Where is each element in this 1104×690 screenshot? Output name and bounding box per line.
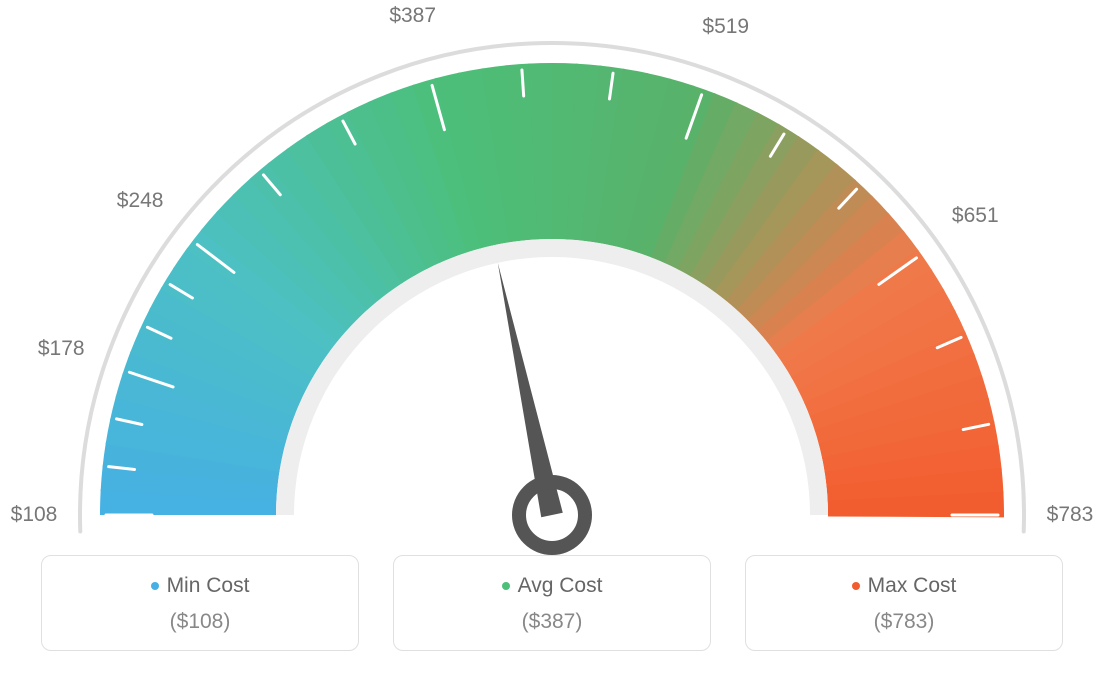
tick-label: $651: [952, 204, 999, 228]
legend-value-min: ($108): [52, 610, 348, 634]
dot-max-icon: [852, 582, 860, 590]
tick-label: $248: [117, 189, 164, 213]
legend-title-min: Min Cost: [151, 574, 250, 598]
legend-value-max: ($783): [756, 610, 1052, 634]
tick-label: $783: [1047, 503, 1094, 527]
gauge-arc: [100, 63, 1004, 517]
legend-card-min: Min Cost ($108): [41, 555, 359, 651]
legend-title-max: Max Cost: [852, 574, 957, 598]
dot-min-icon: [151, 582, 159, 590]
legend-title-min-text: Min Cost: [167, 574, 250, 598]
legend-title-avg: Avg Cost: [502, 574, 603, 598]
legend-card-avg: Avg Cost ($387): [393, 555, 711, 651]
legend-card-max: Max Cost ($783): [745, 555, 1063, 651]
gauge-chart-wrapper: $108 $178 $248 $387 $519 $651 $783 Min Cost ($…: [0, 0, 1104, 690]
tick-label: $387: [389, 4, 436, 28]
legend-value-avg: ($387): [404, 610, 700, 634]
tick-label: $178: [38, 337, 85, 361]
gauge-area: $108 $178 $248 $387 $519 $651 $783: [0, 0, 1104, 555]
gauge-svg: [0, 0, 1104, 560]
tick-label: $108: [11, 503, 58, 527]
legend-title-avg-text: Avg Cost: [518, 574, 603, 598]
legend-title-max-text: Max Cost: [868, 574, 957, 598]
legend-row: Min Cost ($108) Avg Cost ($387) Max Cost…: [0, 555, 1104, 651]
tick-label: $519: [702, 15, 749, 39]
dot-avg-icon: [502, 582, 510, 590]
